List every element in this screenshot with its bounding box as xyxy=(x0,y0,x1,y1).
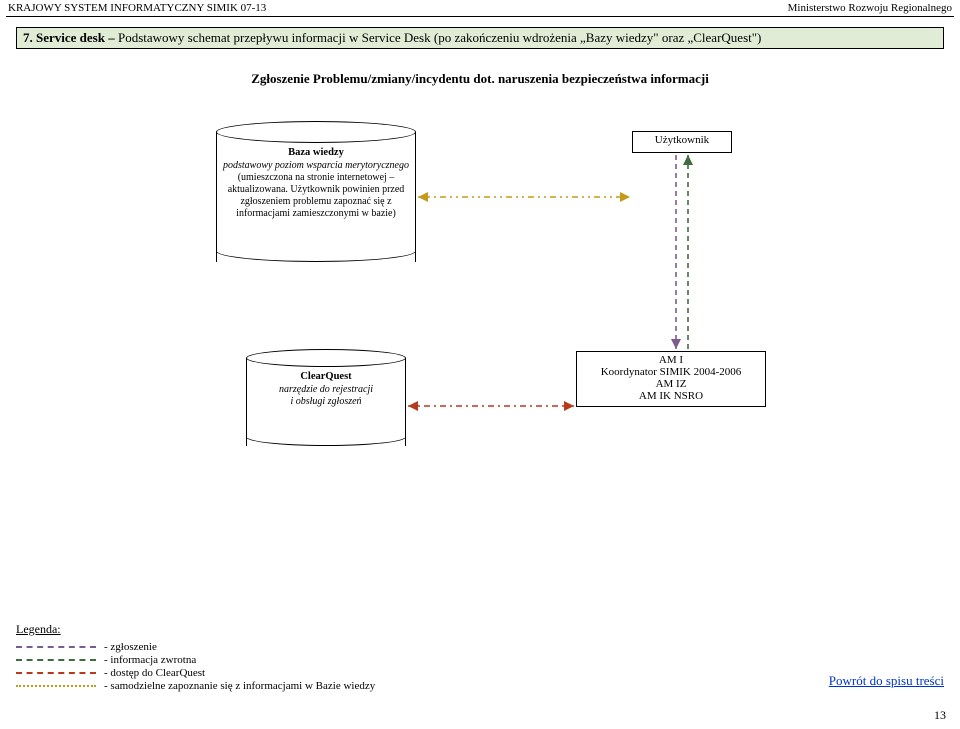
return-link[interactable]: Powrót do spisu treści xyxy=(829,673,944,689)
legend-row: - zgłoszenie xyxy=(16,641,616,653)
arrow-baza xyxy=(418,192,428,202)
arrow-am-from-user xyxy=(671,339,681,349)
clearquest-db-label: ClearQuestnarzędzie do rejestracjii obsł… xyxy=(250,371,402,408)
legend-label: - zgłoszenie xyxy=(104,641,157,653)
legend-label: - dostęp do ClearQuest xyxy=(104,667,205,679)
header-left: KRAJOWY SYSTEM INFORMATYCZNY SIMIK 07-13 xyxy=(8,2,266,14)
legend-swatch xyxy=(16,672,96,674)
header-right: Ministerstwo Rozwoju Regionalnego xyxy=(788,2,952,14)
title-main: Podstawowy schemat przepływu informacji … xyxy=(118,30,761,45)
arrow-user-from-baza xyxy=(620,192,630,202)
legend-label: - samodzielne zapoznanie się z informacj… xyxy=(104,680,375,692)
baza-wiedzy-db-label: Baza wiedzypodstawowy poziom wsparcia me… xyxy=(220,147,412,220)
user-box: Użytkownik xyxy=(632,131,732,153)
clearquest-db: ClearQuestnarzędzie do rejestracjii obsł… xyxy=(246,349,406,455)
legend: Legenda: - zgłoszenie- informacja zwrotn… xyxy=(16,622,616,693)
legend-row: - dostęp do ClearQuest xyxy=(16,667,616,679)
legend-swatch xyxy=(16,646,96,648)
am-box: AM IKoordynator SIMIK 2004-2006AM IZAM I… xyxy=(576,351,766,407)
title-prefix: 7. Service desk – xyxy=(23,30,118,45)
legend-title: Legenda: xyxy=(16,622,616,637)
legend-row: - samodzielne zapoznanie się z informacj… xyxy=(16,680,616,692)
legend-swatch xyxy=(16,659,96,661)
legend-row: - informacja zwrotna xyxy=(16,654,616,666)
legend-label: - informacja zwrotna xyxy=(104,654,196,666)
diagram-subtitle: Zgłoszenie Problemu/zmiany/incydentu dot… xyxy=(0,71,960,87)
diagram-canvas: Baza wiedzypodstawowy poziom wsparcia me… xyxy=(16,89,944,589)
legend-swatch xyxy=(16,685,96,687)
baza-wiedzy-db: Baza wiedzypodstawowy poziom wsparcia me… xyxy=(216,121,416,273)
arrow-cq xyxy=(408,401,418,411)
arrow-am-from-cq xyxy=(564,401,574,411)
arrow-user-from-am xyxy=(683,155,693,165)
section-title-box: 7. Service desk – Podstawowy schemat prz… xyxy=(16,27,944,49)
connector-layer xyxy=(16,89,944,589)
page-number: 13 xyxy=(934,708,946,723)
header-rule xyxy=(6,16,954,17)
